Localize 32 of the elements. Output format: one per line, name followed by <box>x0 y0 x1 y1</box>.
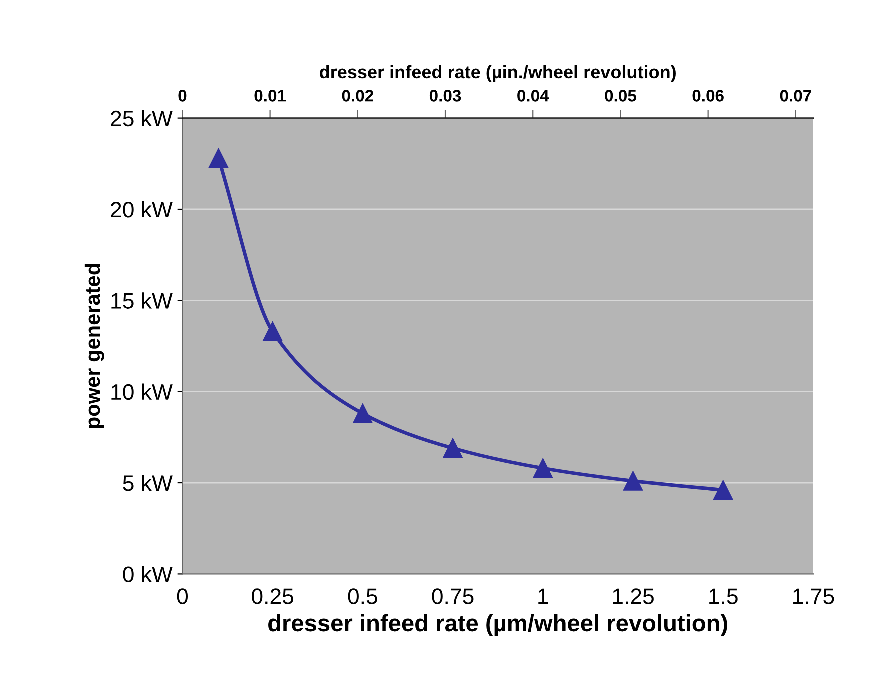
x2-tick-label: 0.01 <box>254 90 286 102</box>
x-tick-label: 1.25 <box>613 588 654 604</box>
y-tick-label: 0 kW <box>123 566 173 582</box>
y-tick-label: 20 kW <box>111 201 173 218</box>
y-axis-title: power generated <box>84 264 104 428</box>
point <box>209 148 228 168</box>
x2-tick-label: 0.07 <box>780 90 812 102</box>
point <box>624 471 643 491</box>
x2-tick-label: 0.03 <box>430 90 462 102</box>
x2-tick-label: 0.06 <box>692 90 724 102</box>
y-tick-label: 5 kW <box>123 474 173 492</box>
x-tick-label: 0.5 <box>348 588 378 604</box>
x-tick-label: 1.5 <box>710 588 738 604</box>
x2-tick-label: 0 <box>178 90 187 102</box>
x2-tick-label: 0.04 <box>518 90 550 102</box>
y-tick-label: 15 kW <box>112 292 173 309</box>
y-tick-label: 10 kW <box>112 384 173 400</box>
x2-tick-label: 0.02 <box>342 90 374 102</box>
x-tick-label: 0.25 <box>252 588 294 604</box>
point <box>533 458 553 478</box>
x-tick-label: 1.75 <box>794 588 834 604</box>
point <box>714 480 734 500</box>
x2-axis-title: dresser infeed rate (µin./wheel revolution) <box>320 65 676 82</box>
x-tick-label: 0 <box>177 588 188 604</box>
x2-tick-label: 0.05 <box>605 90 636 102</box>
x-axis-title: dresser infeed rate (µm/wheel revolution) <box>268 614 728 636</box>
x-tick-label: 1 <box>538 588 548 604</box>
point <box>353 404 373 424</box>
y-tick-label: 25 kW <box>111 110 173 127</box>
x-tick-label: 0.75 <box>432 588 474 604</box>
point <box>263 322 283 342</box>
point <box>443 438 463 458</box>
